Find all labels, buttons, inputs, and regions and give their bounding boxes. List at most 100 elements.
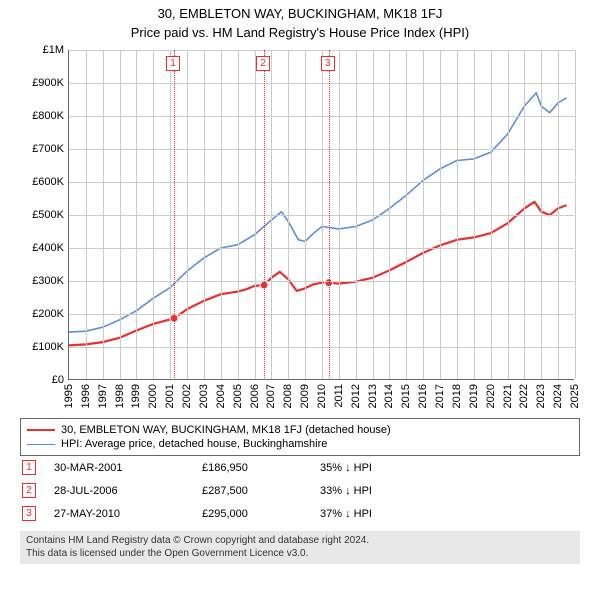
y-axis-label: £300K xyxy=(24,275,64,287)
y-axis-label: £600K xyxy=(24,176,64,188)
sale-marker-box: 1 xyxy=(166,56,180,71)
sale-row-number: 1 xyxy=(22,460,36,475)
gridline-v xyxy=(238,50,239,379)
x-axis-label: 2003 xyxy=(198,384,210,408)
sale-marker-vline xyxy=(264,50,265,380)
x-axis-label: 2015 xyxy=(400,384,412,408)
gridline-v xyxy=(356,50,357,379)
x-axis-label: 2014 xyxy=(383,384,395,408)
x-axis-label: 2008 xyxy=(282,384,294,408)
x-axis-label: 2000 xyxy=(147,384,159,408)
chart-title-line1: 30, EMBLETON WAY, BUCKINGHAM, MK18 1FJ xyxy=(0,0,600,21)
gridline-v xyxy=(558,50,559,379)
plot-area xyxy=(68,50,574,380)
gridline-v xyxy=(153,50,154,379)
sale-row-price: £287,500 xyxy=(202,485,302,497)
x-axis-label: 2022 xyxy=(518,384,530,408)
gridline-v xyxy=(508,50,509,379)
sale-row-diff: 37% ↓ HPI xyxy=(320,508,440,520)
gridline-v xyxy=(457,50,458,379)
chart-container: £0£100K£200K£300K£400K£500K£600K£700K£80… xyxy=(20,46,580,416)
footer-line1: Contains HM Land Registry data © Crown c… xyxy=(26,535,574,548)
x-axis-label: 2023 xyxy=(535,384,547,408)
y-axis-label: £400K xyxy=(24,242,64,254)
gridline-v xyxy=(389,50,390,379)
series-line xyxy=(69,202,567,346)
x-axis-label: 2012 xyxy=(350,384,362,408)
x-axis-label: 1999 xyxy=(130,384,142,408)
y-axis-label: £1M xyxy=(24,44,64,56)
y-axis-label: £100K xyxy=(24,341,64,353)
gridline-v xyxy=(524,50,525,379)
x-axis-label: 2002 xyxy=(181,384,193,408)
legend-swatch xyxy=(27,429,55,431)
gridline-v xyxy=(120,50,121,379)
gridline-v xyxy=(423,50,424,379)
x-axis-label: 2006 xyxy=(249,384,261,408)
y-axis-label: £200K xyxy=(24,308,64,320)
gridline-v xyxy=(491,50,492,379)
sale-row-diff: 35% ↓ HPI xyxy=(320,462,440,474)
gridline-v xyxy=(136,50,137,379)
x-axis-label: 2017 xyxy=(434,384,446,408)
sale-marker-vline xyxy=(174,50,175,380)
x-axis-label: 2009 xyxy=(299,384,311,408)
gridline-v xyxy=(541,50,542,379)
y-axis-label: £500K xyxy=(24,209,64,221)
chart-title-line2: Price paid vs. HM Land Registry's House … xyxy=(0,21,600,46)
gridline-v xyxy=(204,50,205,379)
sale-row-date: 30-MAR-2001 xyxy=(54,462,184,474)
below-chart-area: 30, EMBLETON WAY, BUCKINGHAM, MK18 1FJ (… xyxy=(20,418,580,564)
sale-row-diff: 33% ↓ HPI xyxy=(320,485,440,497)
legend-label: 30, EMBLETON WAY, BUCKINGHAM, MK18 1FJ (… xyxy=(61,424,391,436)
sale-row-date: 27-MAY-2010 xyxy=(54,508,184,520)
series-line xyxy=(69,93,567,332)
gridline-v xyxy=(440,50,441,379)
gridline-v xyxy=(170,50,171,379)
sale-row-date: 28-JUL-2006 xyxy=(54,485,184,497)
x-axis-label: 1997 xyxy=(97,384,109,408)
gridline-v xyxy=(322,50,323,379)
gridline-v xyxy=(187,50,188,379)
y-axis-label: £900K xyxy=(24,77,64,89)
x-axis-label: 2018 xyxy=(451,384,463,408)
x-axis-label: 2020 xyxy=(485,384,497,408)
legend-box: 30, EMBLETON WAY, BUCKINGHAM, MK18 1FJ (… xyxy=(20,418,580,456)
x-axis-label: 1996 xyxy=(80,384,92,408)
gridline-v xyxy=(271,50,272,379)
legend-row: 30, EMBLETON WAY, BUCKINGHAM, MK18 1FJ (… xyxy=(27,423,573,437)
gridline-v xyxy=(86,50,87,379)
x-axis-label: 2010 xyxy=(316,384,328,408)
x-axis-label: 2016 xyxy=(417,384,429,408)
gridline-v xyxy=(373,50,374,379)
sale-row-price: £295,000 xyxy=(202,508,302,520)
gridline-v xyxy=(103,50,104,379)
gridline-v xyxy=(575,50,576,379)
gridline-v xyxy=(221,50,222,379)
x-axis-label: 1995 xyxy=(63,384,75,408)
sales-list: 1 30-MAR-2001 £186,950 35% ↓ HPI 2 28-JUL-200… xyxy=(20,456,580,525)
sale-row-price: £186,950 xyxy=(202,462,302,474)
x-axis-label: 2007 xyxy=(265,384,277,408)
y-axis-label: £700K xyxy=(24,143,64,155)
sale-row: 3 27-MAY-2010 £295,000 37% ↓ HPI xyxy=(20,502,580,525)
legend-row: HPI: Average price, detached house, Buck… xyxy=(27,437,573,451)
legend-label: HPI: Average price, detached house, Buck… xyxy=(61,438,327,450)
gridline-v xyxy=(288,50,289,379)
sale-row-number: 2 xyxy=(22,483,36,498)
sale-row: 1 30-MAR-2001 £186,950 35% ↓ HPI xyxy=(20,456,580,479)
x-axis-label: 2021 xyxy=(502,384,514,408)
x-axis-label: 2004 xyxy=(215,384,227,408)
sale-marker-box: 3 xyxy=(321,56,335,71)
x-axis-label: 2013 xyxy=(367,384,379,408)
gridline-v xyxy=(474,50,475,379)
x-axis-label: 2024 xyxy=(552,384,564,408)
sale-row-number: 3 xyxy=(22,506,36,521)
gridline-v xyxy=(339,50,340,379)
footer-line2: This data is licensed under the Open Gov… xyxy=(26,548,574,561)
gridline-v xyxy=(255,50,256,379)
sale-row: 2 28-JUL-2006 £287,500 33% ↓ HPI xyxy=(20,479,580,502)
x-axis-label: 1998 xyxy=(114,384,126,408)
legend-swatch xyxy=(27,444,55,445)
y-axis-label: £800K xyxy=(24,110,64,122)
